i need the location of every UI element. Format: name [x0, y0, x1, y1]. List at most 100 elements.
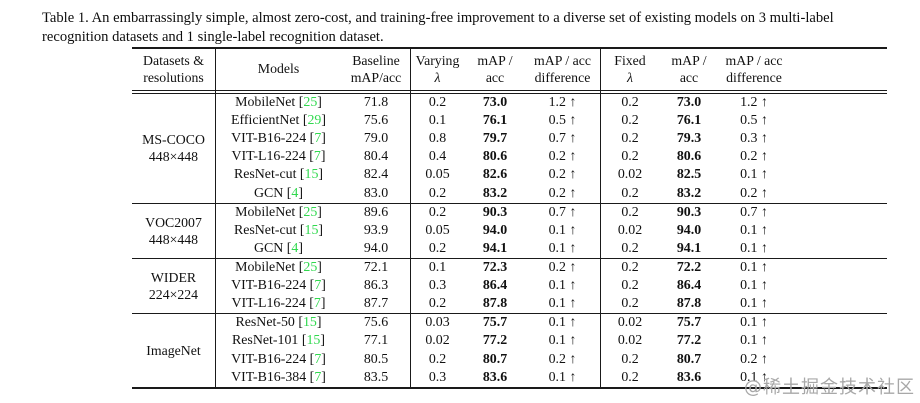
fixed-lambda-cell: 0.2	[621, 113, 639, 129]
citation-link[interactable]: 25	[303, 95, 318, 111]
citation-link[interactable]: 7	[313, 296, 321, 312]
varying-map-cell: 79.7	[482, 131, 508, 147]
dataset-name: WIDER	[150, 270, 197, 286]
fixed-map-cell: 72.2	[676, 260, 702, 276]
fixed-map-cell: 94.1	[676, 240, 702, 256]
fixed-lambda-cell: 0.2	[621, 149, 639, 165]
varying-diff-cell: 0.1 ↑	[548, 222, 577, 238]
watermark: @稀土掘金技术社区	[744, 377, 915, 398]
fixed-map-cell: 76.1	[676, 113, 702, 129]
baseline-cell: 79.0	[363, 131, 389, 147]
model-cell: VIT-B16-224 [7]	[231, 131, 326, 147]
fixed-lambda-cell: 0.02	[617, 222, 643, 238]
citation-link[interactable]: 7	[314, 278, 322, 294]
citation-link[interactable]: 29	[307, 113, 322, 129]
baseline-cell: 71.8	[363, 95, 389, 111]
fixed-map-cell: 79.3	[676, 131, 702, 147]
header-text: mAP/acc	[350, 69, 402, 85]
header-text: Datasets &	[143, 53, 204, 68]
varying-map-cell: 76.1	[482, 113, 508, 129]
table-row: VIT-B16-384 [7] 83.5 0.3 83.6 0.1 ↑ 0.2 83.6 0.…	[215, 369, 887, 387]
dataset-cell: ImageNet	[132, 314, 215, 386]
model-cell: ResNet-cut [15]	[233, 167, 324, 183]
baseline-cell: 80.4	[363, 149, 389, 165]
header-text: resolutions	[143, 69, 204, 85]
table-header: Datasets & resolutions Models Baseline m…	[132, 49, 887, 90]
model-cell: VIT-B16-224 [7]	[231, 351, 326, 367]
section-rows: ResNet-50 [15] 75.6 0.03 75.7 0.1 ↑ 0.02 75.7 0…	[215, 314, 887, 386]
citation-link[interactable]: 15	[304, 167, 319, 183]
dataset-name: ImageNet	[146, 343, 201, 359]
dataset-resolution: 448×448	[148, 231, 199, 247]
varying-diff-cell: 0.2 ↑	[548, 185, 577, 201]
fixed-lambda-cell: 0.2	[621, 278, 639, 294]
citation-link[interactable]: 15	[306, 333, 321, 349]
dataset-resolution: 448×448	[148, 149, 199, 165]
header-text: Fixed	[614, 53, 646, 68]
varying-lambda-cell: 0.02	[425, 333, 450, 349]
varying-map-cell: 72.3	[482, 260, 508, 276]
citation-link[interactable]: 7	[313, 149, 321, 165]
lambda-symbol: λ	[627, 69, 633, 85]
fixed-lambda-cell: 0.2	[621, 351, 639, 367]
citation-link[interactable]: 4	[291, 185, 299, 201]
fixed-diff-cell: 0.1 ↑	[740, 369, 768, 385]
baseline-cell: 80.5	[363, 351, 389, 367]
model-cell: MobileNet [25]	[235, 204, 322, 220]
varying-map-cell: 94.1	[482, 240, 508, 256]
varying-diff-cell: 0.5 ↑	[548, 113, 577, 129]
citation-link[interactable]: 15	[302, 315, 317, 331]
varying-diff-cell: 0.7 ↑	[548, 131, 577, 147]
column-rule-2	[410, 47, 412, 389]
table-row: ResNet-50 [15] 75.6 0.03 75.7 0.1 ↑ 0.02 75.7 0…	[215, 314, 887, 332]
citation-link[interactable]: 15	[304, 222, 319, 238]
varying-diff-cell: 0.1 ↑	[548, 240, 577, 256]
table-row: VIT-L16-224 [7] 87.7 0.2 87.8 0.1 ↑ 0.2 87.8 0.…	[215, 295, 887, 313]
varying-lambda-cell: 0.8	[428, 131, 447, 147]
table-row: ResNet-101 [15] 77.1 0.02 77.2 0.1 ↑ 0.02 77.2…	[215, 332, 887, 350]
varying-map-cell: 77.2	[482, 333, 508, 349]
header-varying-map: mAP / acc	[465, 49, 525, 90]
citation-link[interactable]: 25	[303, 260, 318, 276]
section-rows: MobileNet [25] 72.1 0.1 72.3 0.2 ↑ 0.2 72.2 0.1…	[215, 259, 887, 313]
table-row: VIT-L16-224 [7] 80.4 0.4 80.6 0.2 ↑ 0.2 80.6 0.…	[215, 148, 887, 166]
section-rows: MobileNet [25] 89.6 0.2 90.3 0.7 ↑ 0.2 90.3 0.7…	[215, 204, 887, 258]
fixed-lambda-cell: 0.2	[621, 185, 639, 201]
fixed-map-cell: 94.0	[676, 222, 702, 238]
dataset-resolution: 224×224	[148, 287, 199, 303]
varying-map-cell: 80.6	[482, 149, 508, 165]
citation-link[interactable]: 7	[314, 351, 322, 367]
baseline-cell: 87.7	[363, 296, 389, 312]
varying-lambda-cell: 0.2	[428, 296, 447, 312]
paper-table: Datasets & resolutions Models Baseline m…	[132, 47, 887, 389]
varying-diff-cell: 0.1 ↑	[548, 333, 577, 349]
varying-lambda-cell: 0.2	[428, 204, 447, 220]
fixed-diff-cell: 0.1 ↑	[740, 222, 768, 238]
citation-link[interactable]: 7	[314, 369, 322, 385]
header-fixed-diff: mAP / acc difference	[718, 49, 790, 90]
fixed-lambda-cell: 0.2	[621, 95, 639, 111]
varying-diff-cell: 1.2 ↑	[548, 95, 577, 111]
varying-diff-cell: 0.1 ↑	[548, 369, 577, 385]
varying-diff-cell: 0.7 ↑	[548, 204, 577, 220]
varying-lambda-cell: 0.4	[428, 149, 447, 165]
fixed-lambda-cell: 0.2	[621, 369, 639, 385]
table-row: GCN [4] 94.0 0.2 94.1 0.1 ↑ 0.2 94.1 0.1 ↑	[215, 240, 887, 258]
baseline-cell: 83.5	[363, 369, 389, 385]
varying-map-cell: 90.3	[482, 204, 508, 220]
varying-lambda-cell: 0.2	[428, 351, 447, 367]
fixed-diff-cell: 0.2 ↑	[740, 149, 768, 165]
fixed-diff-cell: 0.1 ↑	[740, 167, 768, 183]
citation-link[interactable]: 4	[291, 240, 299, 256]
fixed-lambda-cell: 0.2	[621, 240, 639, 256]
column-rule-1	[215, 47, 217, 389]
dataset-cell: MS-COCO 448×448	[132, 94, 215, 203]
fixed-lambda-cell: 0.02	[617, 315, 643, 331]
fixed-diff-cell: 0.1 ↑	[740, 333, 768, 349]
citation-link[interactable]: 7	[314, 131, 322, 147]
caption-line-2: recognition datasets and 1 single-label …	[42, 29, 384, 45]
varying-map-cell: 80.7	[482, 351, 508, 367]
citation-link[interactable]: 25	[303, 204, 318, 220]
baseline-cell: 89.6	[363, 204, 389, 220]
fixed-map-cell: 82.5	[676, 167, 702, 183]
